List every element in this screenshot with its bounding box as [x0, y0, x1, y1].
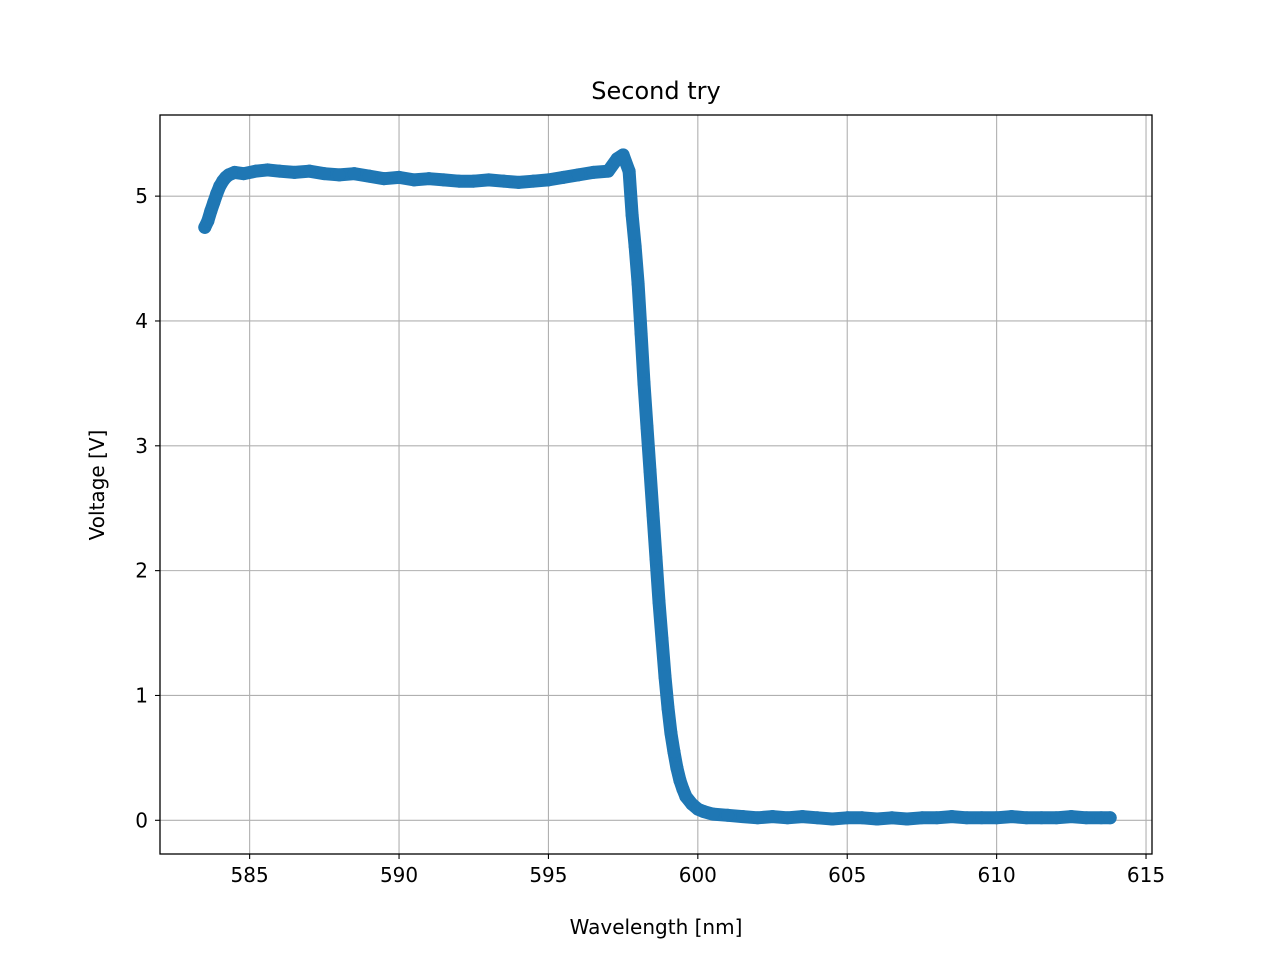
- data-point: [855, 811, 869, 825]
- data-point: [332, 168, 346, 182]
- data-point: [526, 174, 540, 188]
- y-axis: 0 1 2 3 4 5: [135, 184, 160, 832]
- data-point: [625, 208, 639, 222]
- y-tick-label: 5: [135, 184, 148, 208]
- data-point: [1064, 810, 1078, 824]
- data-point: [915, 811, 929, 825]
- data-point: [634, 326, 648, 340]
- data-point: [646, 507, 660, 521]
- data-point: [990, 811, 1004, 825]
- data-point: [261, 163, 275, 177]
- x-axis: 585 590 595 600 605 610 615: [231, 854, 1165, 887]
- data-point: [825, 812, 839, 826]
- data-point: [810, 811, 824, 825]
- data-point: [900, 812, 914, 826]
- x-tick-label: 595: [529, 863, 567, 887]
- data-point: [541, 173, 555, 187]
- data-point: [422, 172, 436, 186]
- data-point: [249, 164, 263, 178]
- data-point: [1049, 811, 1063, 825]
- data-point: [273, 164, 287, 178]
- data-point: [497, 174, 511, 188]
- plot-frame: [159, 114, 1153, 855]
- data-point: [637, 376, 651, 390]
- data-point: [652, 595, 666, 609]
- data-point: [706, 807, 720, 821]
- data-point: [601, 164, 615, 178]
- data-point: [407, 173, 421, 187]
- y-axis-label: Voltage [V]: [85, 430, 109, 541]
- data-point: [237, 167, 251, 181]
- x-tick-label: 615: [1127, 863, 1165, 887]
- data-point: [736, 810, 750, 824]
- data-point: [377, 172, 391, 186]
- data-point: [1094, 811, 1108, 825]
- data-point: [945, 810, 959, 824]
- y-tick-label: 3: [135, 434, 148, 458]
- data-point: [347, 167, 361, 181]
- data-point: [658, 670, 672, 684]
- data-point: [1005, 810, 1019, 824]
- data-point: [780, 811, 794, 825]
- data-point: [643, 464, 657, 478]
- data-point: [287, 165, 301, 179]
- data-point: [766, 810, 780, 824]
- x-tick-label: 610: [978, 863, 1016, 887]
- data-point: [670, 761, 684, 775]
- data-point: [1103, 811, 1117, 825]
- data-point: [661, 701, 675, 715]
- data-point: [201, 214, 215, 228]
- data-point: [482, 173, 496, 187]
- data-point: [512, 175, 526, 189]
- data-point: [362, 169, 376, 183]
- data-points: [198, 148, 1117, 826]
- data-point: [870, 812, 884, 826]
- data-point: [571, 168, 585, 182]
- data-point: [795, 810, 809, 824]
- data-point: [631, 277, 645, 291]
- data-point: [556, 170, 570, 184]
- y-tick-label: 4: [135, 309, 148, 333]
- data-point: [960, 811, 974, 825]
- data-point: [751, 811, 765, 825]
- y-tick-label: 1: [135, 683, 148, 707]
- data-point: [616, 148, 630, 162]
- data-point: [885, 811, 899, 825]
- data-point: [302, 164, 316, 178]
- y-tick-label: 2: [135, 559, 148, 583]
- data-point: [317, 167, 331, 181]
- data-point: [721, 808, 735, 822]
- data-point: [437, 173, 451, 187]
- x-tick-label: 590: [380, 863, 418, 887]
- data-point: [1079, 811, 1093, 825]
- data-point: [667, 745, 681, 759]
- data-point: [664, 726, 678, 740]
- data-point: [649, 551, 663, 565]
- x-axis-label: Wavelength [nm]: [570, 915, 743, 939]
- y-tick-label: 0: [135, 808, 148, 832]
- data-point: [622, 164, 636, 178]
- data-point: [930, 811, 944, 825]
- x-tick-label: 600: [679, 863, 717, 887]
- data-point: [975, 811, 989, 825]
- x-tick-label: 585: [231, 863, 269, 887]
- x-tick-label: 605: [828, 863, 866, 887]
- data-point: [452, 174, 466, 188]
- data-point: [628, 239, 642, 253]
- data-point: [392, 170, 406, 184]
- data-point: [586, 165, 600, 179]
- data-point: [467, 174, 481, 188]
- data-point: [840, 811, 854, 825]
- data-point: [1034, 811, 1048, 825]
- data-point: [640, 420, 654, 434]
- data-point: [1020, 811, 1034, 825]
- data-point: [655, 632, 669, 646]
- chart-title: Second try: [591, 77, 720, 105]
